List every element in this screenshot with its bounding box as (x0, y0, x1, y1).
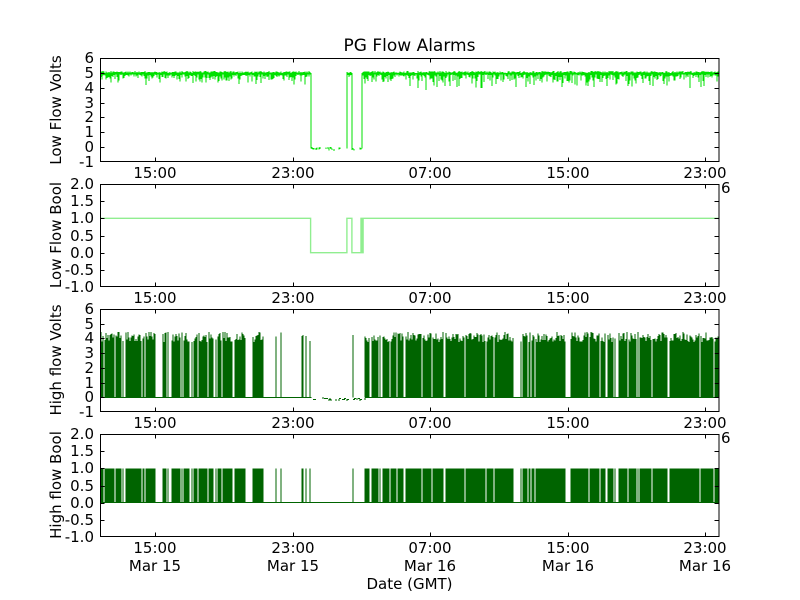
ytick-label: 0 (84, 388, 94, 406)
xlabel: Date (GMT) (366, 575, 453, 593)
subplot-spines-3 (100, 434, 720, 537)
xtick-label: 07:00 (408, 289, 452, 307)
ytick-label: 4 (84, 79, 94, 97)
xtick-label: 07:00 (408, 539, 452, 557)
date-label: Mar 16 (541, 557, 595, 575)
ytick-label: 2 (84, 108, 94, 126)
ytick-label: 1.0 (70, 459, 94, 477)
xtick-label: 23:00 (683, 414, 727, 432)
xtick-label: 15:00 (546, 414, 590, 432)
xtick-label: 23:00 (271, 539, 315, 557)
date-label: Mar 15 (266, 557, 320, 575)
ytick-label: 2.0 (70, 425, 94, 443)
xtick-label: 15:00 (133, 414, 177, 432)
right-annotation-low-flow-bool: 6 (721, 179, 731, 197)
xtick-label: 23:00 (683, 289, 727, 307)
subplot-spines-0 (100, 58, 720, 162)
xtick-label: 07:00 (408, 164, 452, 182)
xtick-label: 07:00 (408, 414, 452, 432)
ytick-label: 0.5 (70, 227, 94, 245)
ytick-label: 2 (84, 359, 94, 377)
xtick-label: 15:00 (133, 164, 177, 182)
subplot-canvas-2 (100, 309, 720, 412)
ytick-label: 2.0 (70, 175, 94, 193)
xtick-label: 15:00 (546, 289, 590, 307)
xtick-label: 23:00 (683, 539, 727, 557)
ytick-label: 0.5 (70, 477, 94, 495)
ytick-label: 6 (84, 300, 94, 318)
ytick-label: 5 (84, 64, 94, 82)
ytick-label: 1 (84, 374, 94, 392)
xtick-label: 15:00 (546, 164, 590, 182)
ytick-label: 6 (84, 49, 94, 67)
ytick-label: -0.5 (64, 511, 94, 529)
xtick-label: 23:00 (271, 414, 315, 432)
ytick-label: -1 (79, 403, 94, 421)
subplot-canvas-0 (100, 58, 720, 162)
ytick-label: 5 (84, 315, 94, 333)
subplot-canvas-3 (100, 434, 720, 537)
ytick-label: 3 (84, 344, 94, 362)
date-label: Mar 15 (128, 557, 182, 575)
xtick-label: 23:00 (683, 164, 727, 182)
subplot-spines-2 (100, 309, 720, 412)
xtick-label: 15:00 (133, 539, 177, 557)
ytick-label: 1 (84, 123, 94, 141)
ytick-label: -0.5 (64, 261, 94, 279)
xtick-label: 15:00 (546, 539, 590, 557)
xtick-label: 15:00 (133, 289, 177, 307)
xtick-label: 23:00 (271, 164, 315, 182)
ytick-label: 0 (84, 138, 94, 156)
subplot-canvas-1 (100, 184, 720, 287)
ytick-label: -1.0 (64, 528, 94, 546)
ytick-label: -1.0 (64, 278, 94, 296)
chart-title: PG Flow Alarms (343, 36, 476, 56)
date-label: Mar 16 (678, 557, 732, 575)
ytick-label: 1.0 (70, 209, 94, 227)
ytick-label: 3 (84, 94, 94, 112)
xtick-label: 23:00 (271, 289, 315, 307)
ytick-label: -1 (79, 153, 94, 171)
right-annotation-high-flow-bool: 6 (721, 429, 731, 447)
ytick-label: 1.5 (70, 192, 94, 210)
ytick-label: 0.0 (70, 494, 94, 512)
subplot-spines-1 (100, 184, 720, 287)
ytick-label: 1.5 (70, 442, 94, 460)
ytick-label: 4 (84, 329, 94, 347)
ytick-label: 0.0 (70, 244, 94, 262)
date-label: Mar 16 (403, 557, 457, 575)
